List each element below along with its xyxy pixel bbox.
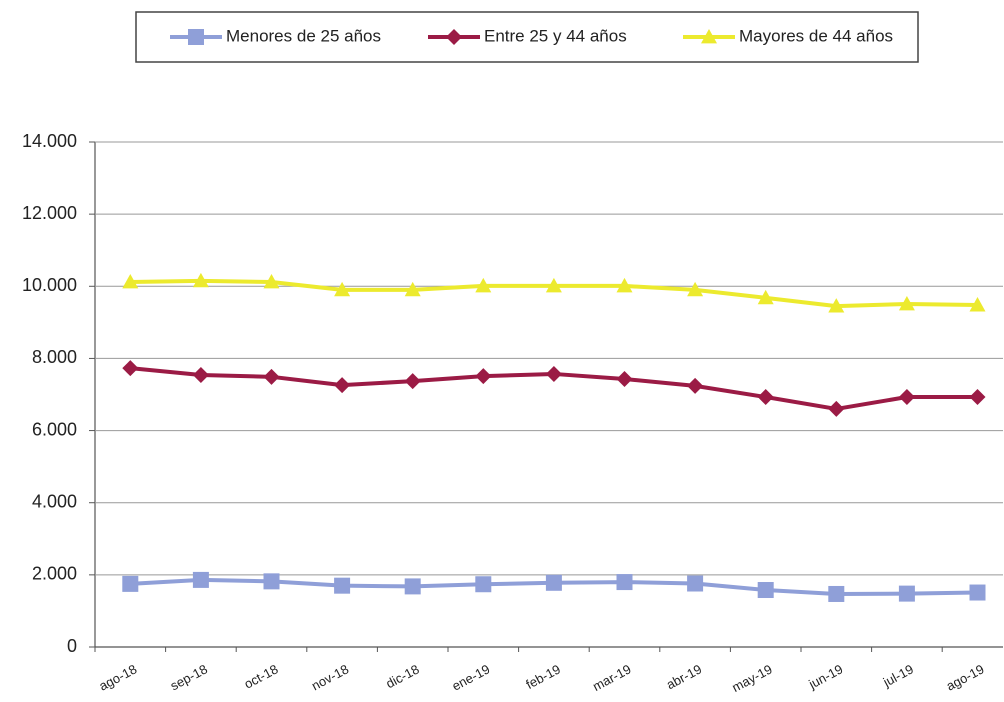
data-point	[334, 377, 351, 394]
data-point	[545, 574, 562, 591]
data-point	[192, 367, 209, 384]
x-tick-label: ene-19	[450, 661, 493, 693]
data-point	[757, 582, 774, 599]
x-tick-label: feb-19	[523, 661, 563, 692]
data-point	[687, 281, 704, 297]
y-tick-label: 12.000	[22, 203, 77, 223]
legend-label: Menores de 25 años	[226, 26, 381, 45]
x-tick-label: jun-19	[805, 661, 845, 692]
data-point	[757, 389, 774, 406]
data-point	[545, 277, 562, 293]
y-tick-label: 4.000	[32, 491, 77, 511]
data-point	[334, 281, 351, 297]
x-tick-label: jul-19	[880, 661, 916, 690]
data-point	[898, 585, 915, 602]
x-tick-label: ago-18	[97, 661, 140, 693]
data-point	[334, 577, 351, 594]
data-point	[122, 273, 139, 289]
data-point	[404, 373, 421, 390]
data-point	[969, 584, 986, 601]
data-point	[192, 571, 209, 588]
x-tick-label: oct-18	[242, 661, 281, 691]
data-point	[687, 575, 704, 592]
data-point	[475, 277, 492, 293]
data-point	[616, 370, 633, 387]
y-tick-label: 6.000	[32, 419, 77, 439]
data-point	[122, 575, 139, 592]
data-point	[616, 574, 633, 591]
data-point	[757, 289, 774, 305]
y-tick-label: 2.000	[32, 564, 77, 584]
x-tick-label: abr-19	[664, 661, 704, 692]
data-point	[404, 578, 421, 595]
data-point	[828, 585, 845, 602]
legend-marker	[446, 29, 462, 45]
legend-label: Entre 25 y 44 años	[484, 26, 627, 45]
data-point	[122, 360, 139, 377]
legend-marker	[701, 29, 717, 44]
data-point	[545, 365, 562, 382]
x-tick-label: mar-19	[590, 661, 633, 694]
data-point	[404, 281, 421, 297]
data-point	[898, 295, 915, 311]
y-tick-label: 10.000	[22, 275, 77, 295]
y-tick-label: 8.000	[32, 347, 77, 367]
y-tick-label: 0	[67, 636, 77, 656]
x-tick-label: sep-18	[168, 661, 210, 693]
legend-box	[135, 11, 919, 63]
data-point	[828, 298, 845, 313]
legend-marker	[188, 29, 204, 45]
data-point	[192, 272, 209, 288]
x-tick-label: dic-18	[383, 661, 421, 691]
data-point	[475, 368, 492, 385]
data-point	[475, 576, 492, 593]
data-point	[969, 389, 986, 406]
data-point	[263, 273, 280, 289]
data-point	[898, 389, 915, 406]
data-point	[263, 573, 280, 590]
x-tick-label: ago-19	[944, 661, 987, 693]
data-point	[263, 368, 280, 385]
x-tick-label: nov-18	[309, 661, 351, 693]
legend-label: Mayores de 44 años	[739, 26, 893, 45]
data-point	[969, 297, 986, 312]
data-point	[687, 377, 704, 394]
data-point	[616, 277, 633, 293]
y-tick-label: 14.000	[22, 131, 77, 151]
data-point	[828, 400, 845, 417]
x-tick-label: may-19	[729, 661, 774, 695]
